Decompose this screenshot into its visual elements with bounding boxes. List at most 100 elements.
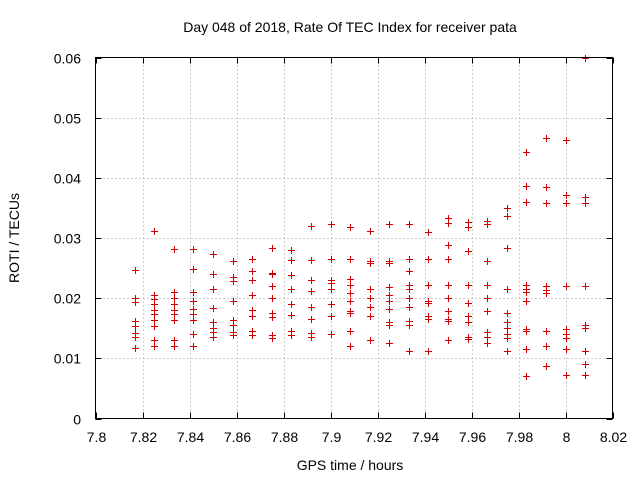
- data-point: [582, 372, 589, 379]
- data-point: [308, 288, 315, 295]
- data-point: [151, 301, 158, 308]
- data-point: [504, 245, 511, 252]
- data-point: [484, 334, 491, 341]
- data-point: [386, 221, 393, 228]
- data-point: [308, 257, 315, 264]
- data-point: [367, 286, 374, 293]
- data-point: [563, 346, 570, 353]
- data-point: [347, 290, 354, 297]
- data-point: [386, 340, 393, 347]
- data-point: [367, 304, 374, 311]
- x-tick-label: 7.94: [412, 429, 439, 445]
- data-point: [132, 267, 139, 274]
- data-point: [230, 332, 237, 339]
- data-point: [523, 183, 530, 190]
- data-point: [288, 312, 295, 319]
- data-point: [406, 221, 413, 228]
- data-point: [465, 282, 472, 289]
- data-point: [269, 335, 276, 342]
- data-point: [445, 242, 452, 249]
- data-point: [249, 277, 256, 284]
- y-tick-label: 0.05: [54, 111, 81, 127]
- data-point: [425, 282, 432, 289]
- data-point: [151, 317, 158, 324]
- data-point: [504, 325, 511, 332]
- data-point: [484, 308, 491, 315]
- data-point: [249, 256, 256, 263]
- data-point: [171, 343, 178, 350]
- data-point: [563, 335, 570, 342]
- data-point: [465, 300, 472, 307]
- data-point: [563, 283, 570, 290]
- data-point: [484, 258, 491, 265]
- data-point: [328, 221, 335, 228]
- data-point: [406, 295, 413, 302]
- data-point: [504, 319, 511, 326]
- data-point: [190, 289, 197, 296]
- data-point: [563, 137, 570, 144]
- x-axis-label: GPS time / hours: [297, 457, 404, 473]
- x-tick-label: 8.02: [600, 429, 627, 445]
- data-point: [249, 268, 256, 275]
- data-point: [445, 295, 452, 302]
- data-point: [386, 292, 393, 299]
- data-point: [210, 251, 217, 258]
- y-tick-labels: 0 0.01 0.02 0.03 0.04 0.05 0.06: [54, 51, 81, 428]
- data-point: [504, 310, 511, 317]
- data-point: [151, 323, 158, 330]
- data-point: [347, 282, 354, 289]
- data-point: [328, 301, 335, 308]
- x-tick-label: 7.8: [87, 429, 107, 445]
- data-point: [543, 343, 550, 350]
- data-point: [210, 286, 217, 293]
- data-point: [484, 221, 491, 228]
- data-point: [269, 245, 276, 252]
- data-point: [190, 311, 197, 318]
- data-point: [367, 337, 374, 344]
- data-point: [523, 149, 530, 156]
- data-point: [367, 260, 374, 267]
- data-point: [269, 283, 276, 290]
- data-point: [504, 213, 511, 220]
- data-point: [308, 223, 315, 230]
- data-point: [288, 272, 295, 279]
- data-point: [288, 257, 295, 264]
- data-point: [230, 278, 237, 285]
- x-tick-label: 7.88: [271, 429, 298, 445]
- data-point: [308, 304, 315, 311]
- data-point: [582, 55, 589, 62]
- data-point: [308, 316, 315, 323]
- data-point: [288, 332, 295, 339]
- data-point: [249, 313, 256, 320]
- data-point: [210, 305, 217, 312]
- data-point: [132, 334, 139, 341]
- data-point: [328, 280, 335, 287]
- data-point: [347, 298, 354, 305]
- data-point: [230, 298, 237, 305]
- data-point: [563, 192, 570, 199]
- data-point: [523, 373, 530, 380]
- data-point: [347, 224, 354, 231]
- data-point: [171, 311, 178, 318]
- data-point: [386, 298, 393, 305]
- data-point: [465, 248, 472, 255]
- data-point: [171, 246, 178, 253]
- data-point: [328, 286, 335, 293]
- x-tick-label: 7.82: [130, 429, 157, 445]
- data-point: [367, 228, 374, 235]
- x-tick-label: 7.92: [365, 429, 392, 445]
- data-point: [249, 307, 256, 314]
- data-point: [328, 313, 335, 320]
- data-point: [210, 271, 217, 278]
- data-point: [445, 256, 452, 263]
- data-point: [328, 256, 335, 263]
- data-point: [230, 258, 237, 265]
- data-point: [328, 331, 335, 338]
- data-point: [249, 332, 256, 339]
- data-point: [425, 256, 432, 263]
- x-tick-label: 8: [563, 429, 571, 445]
- data-point: [445, 337, 452, 344]
- data-point: [386, 284, 393, 291]
- data-point: [171, 317, 178, 324]
